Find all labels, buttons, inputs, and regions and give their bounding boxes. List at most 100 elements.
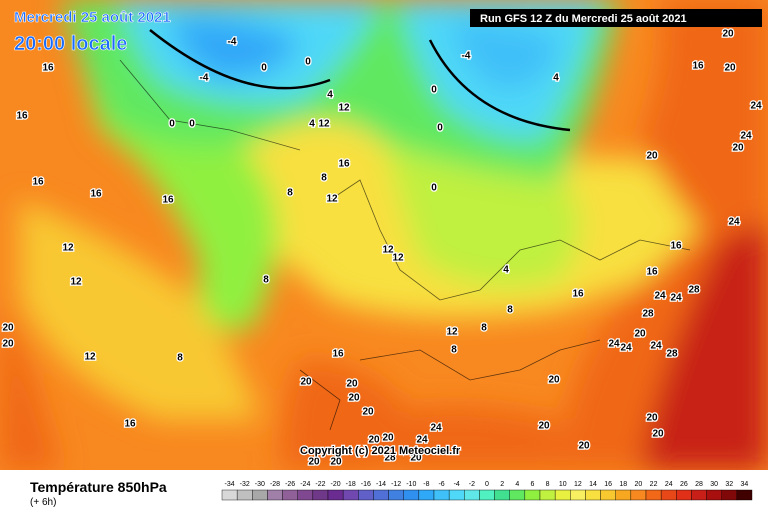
scale-label: 14 [589,481,597,488]
scale-swatch [342,489,359,501]
scale-label: 28 [695,481,703,488]
scale-swatch [252,489,268,501]
scale-label: -18 [346,481,356,488]
contour-label: -4 [200,73,209,84]
contour-label: 24 [728,217,740,228]
scale-swatch [464,489,480,501]
scale-label: 8 [546,481,550,488]
contour-label: 8 [263,275,269,286]
contour-label: 0 [169,119,175,130]
contour-label: 16 [338,159,350,170]
scale-label: -8 [423,481,429,488]
scale-swatch [570,489,586,501]
contour-label: 20 [578,441,590,452]
scale-label: 20 [635,481,643,488]
contour-label: 20 [368,435,380,446]
contour-label: 8 [481,323,487,334]
scale-swatch [388,489,404,501]
scale-label: 12 [574,481,582,488]
contour-label: 4 [309,119,315,130]
contour-label: 0 [437,123,443,134]
contour-label: 0 [261,63,267,74]
scale-label: 2 [500,481,504,488]
scale-swatch [509,489,526,501]
scale-swatch [448,489,465,501]
footer-title: Température 850hPa [30,479,167,495]
scale-label: -34 [225,481,235,488]
contour-label: 20 [538,421,550,432]
contour-label: 0 [431,85,437,96]
scale-swatch [297,489,314,501]
scale-swatch [267,489,283,501]
scale-label: -4 [454,481,460,488]
scale-swatch [236,489,253,501]
contour-label: 28 [642,309,654,320]
contour-label: 20 [722,29,734,40]
scale-label: 4 [515,481,519,488]
scale-label: -24 [300,481,310,488]
contour-label: 8 [451,345,457,356]
color-scale: -34 -32 -30 -28 -26 -24 -22 -20 -18 -16 -14 -12 -10-… [221,481,753,501]
scale-label: 10 [559,481,567,488]
contour-label: 24 [620,343,632,354]
contour-label: -4 [228,37,237,48]
scale-swatch [418,489,435,501]
scale-swatch [524,489,541,501]
contour-label: 20 [410,453,422,464]
scale-swatch [615,489,632,501]
scale-label: 34 [741,481,749,488]
scale-swatch [539,489,556,501]
scale-swatch [600,489,616,501]
contour-label: 4 [553,73,559,84]
scale-swatch [660,489,677,501]
contour-label: 4 [327,90,333,101]
scale-label: -10 [406,481,416,488]
scale-swatch [282,489,298,501]
contour-label: 20 [652,429,664,440]
scale-swatch [358,489,374,501]
contour-label: -4 [462,51,471,62]
contour-label: 12 [338,103,350,114]
scale-swatch [327,489,344,501]
scale-swatch [403,489,420,501]
contour-label: 28 [688,285,700,296]
scale-label: -26 [285,481,295,488]
contour-label: 8 [321,173,327,184]
map-time: 20:00 locale [14,33,127,55]
contour-label: 24 [650,341,662,352]
temperature-field [0,0,768,470]
contour-label: 4 [503,265,509,276]
contour-label: 20 [382,433,394,444]
map-date: Mercredi 25 août 2021 [14,9,171,26]
contour-label: 20 [348,393,360,404]
scale-label: 30 [710,481,718,488]
scale-label: 24 [665,481,673,488]
contour-label: 8 [507,305,513,316]
contour-label: 0 [305,57,311,68]
contour-label: 24 [608,339,620,350]
contour-label: 28 [384,453,396,464]
scale-swatch [433,489,450,501]
contour-label: 12 [318,119,330,130]
contour-label: 16 [124,419,136,430]
scale-swatch [736,489,753,501]
scale-label: -28 [270,481,280,488]
scale-swatch [554,489,571,501]
scale-label: -20 [331,481,341,488]
scale-swatch [645,489,662,501]
contour-label: 8 [177,353,183,364]
contour-label: 8 [287,188,293,199]
contour-label: 20 [646,151,658,162]
scale-label: -6 [438,481,444,488]
contour-label: 12 [62,243,74,254]
scale-swatch [691,489,707,501]
scale-label: -22 [315,481,325,488]
scale-swatch [479,489,495,501]
contour-label: 24 [416,435,428,446]
scale-swatch [630,489,647,501]
contour-label: 16 [42,63,54,74]
contour-label: 20 [2,323,14,334]
scale-label: -12 [391,481,401,488]
